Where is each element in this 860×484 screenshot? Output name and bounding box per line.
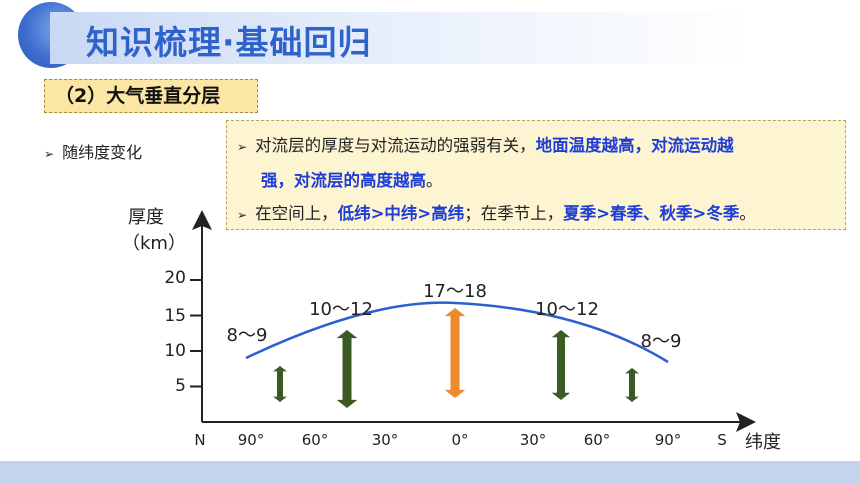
note-line-3: ➢ 在空间上，低纬>中纬>高纬；在季节上，夏季>春季、秋季>冬季。 (237, 197, 835, 232)
footer-strip (0, 461, 860, 484)
bullet-text: 随纬度变化 (62, 143, 143, 162)
title-bar-background (50, 12, 750, 64)
x-tick-label: 60° (583, 431, 611, 449)
x-tick-label: 30° (519, 431, 547, 449)
note-text: 。 (426, 171, 443, 190)
value-label: 17～18 (423, 281, 487, 302)
thickness-arrow (273, 366, 287, 402)
y-tick-label: 20 (164, 268, 186, 288)
note-text: 对流层的厚度与对流运动的强弱有关， (255, 136, 536, 155)
page-title: 知识梳理·基础回归 (86, 23, 372, 62)
x-tick-label: 30° (371, 431, 399, 449)
y-tick-label: 10 (164, 341, 186, 361)
note-highlight: 地面温度越高，对流运动越 (535, 136, 734, 155)
bullet-arrow-icon: ➢ (44, 147, 55, 161)
y-axis-unit: （km） (122, 233, 186, 254)
x-tick-label: N (194, 431, 206, 449)
y-tick-label: 15 (164, 306, 186, 326)
value-label: 10～12 (309, 299, 373, 320)
thickness-arrow (444, 308, 466, 398)
note-line-2: 强，对流层的高度越高。 (237, 164, 835, 197)
y-tick-label: 5 (175, 376, 186, 396)
note-highlight: 低纬>中纬>高纬 (337, 204, 465, 223)
thickness-arrow (551, 330, 571, 400)
x-tick-label: 90° (237, 431, 265, 449)
note-highlight: 强，对流层的高度越高 (261, 171, 426, 190)
y-axis-label: 厚度 (128, 207, 164, 228)
thickness-arrow (336, 330, 358, 408)
bullet-arrow-icon: ➢ (237, 140, 248, 154)
x-axis-label: 纬度 (745, 432, 781, 453)
section-heading: （2）大气垂直分层 (44, 79, 258, 113)
note-highlight: 夏季>春季、秋季>冬季 (563, 204, 740, 223)
value-label: 10～12 (535, 299, 599, 320)
x-tick-label: 60° (301, 431, 329, 449)
note-text: 。 (739, 204, 756, 223)
bullet-arrow-icon: ➢ (237, 208, 248, 222)
value-label: 8～9 (226, 325, 268, 346)
note-text: ；在季节上， (464, 204, 564, 223)
bullet-latitude: ➢ 随纬度变化 (44, 139, 142, 163)
note-line-1: ➢ 对流层的厚度与对流运动的强弱有关，地面温度越高，对流运动越 (237, 129, 835, 164)
x-tick-label: 0° (451, 431, 469, 449)
note-text: 在空间上， (255, 204, 338, 223)
value-label: 8～9 (640, 331, 682, 352)
x-tick-label: S (717, 431, 727, 449)
x-tick-label: 90° (654, 431, 682, 449)
thickness-arrow (625, 368, 639, 402)
note-box: ➢ 对流层的厚度与对流运动的强弱有关，地面温度越高，对流运动越 强，对流层的高度越… (226, 120, 846, 230)
thickness-curve (245, 301, 669, 364)
